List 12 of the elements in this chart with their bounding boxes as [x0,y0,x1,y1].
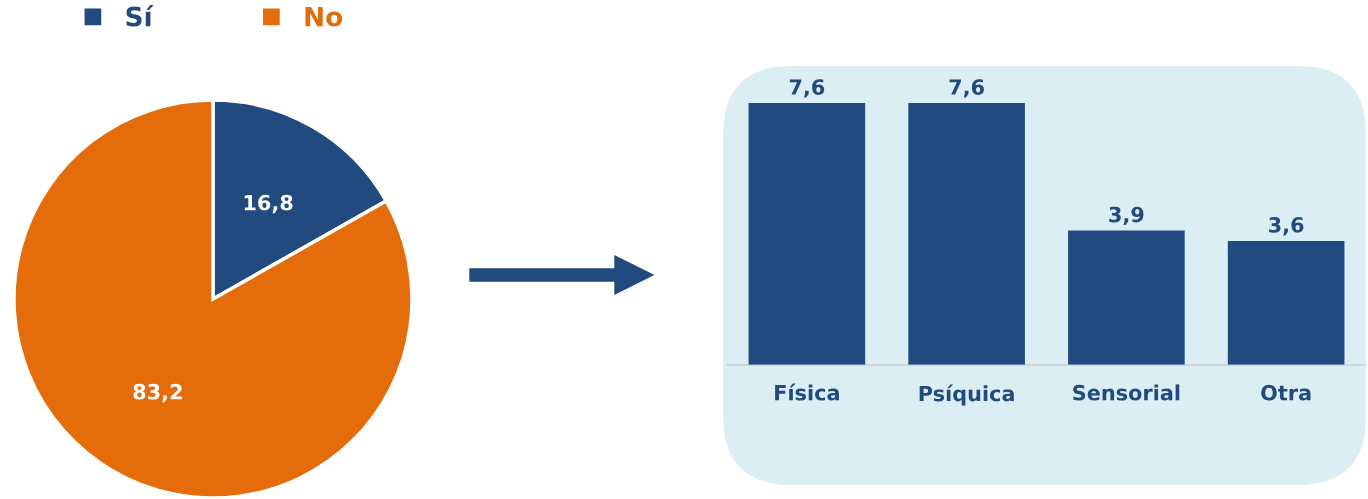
x-tick-label: Física [775,383,839,401]
legend-label: No [305,6,343,27]
x-tick-label: Otra [1261,384,1311,401]
data-label: 3,6 [1269,216,1304,236]
x-tick-label: Sensorial [1073,384,1180,401]
data-label: 3,9 [1109,206,1144,226]
data-label: 7,6 [789,79,825,98]
x-tick-label: Psíquica [919,384,1014,406]
legend-label: Sí [126,5,154,27]
data-label: 7,6 [949,79,984,98]
data-label: 16,8 [244,194,293,214]
data-label: 83,2 [133,383,182,403]
